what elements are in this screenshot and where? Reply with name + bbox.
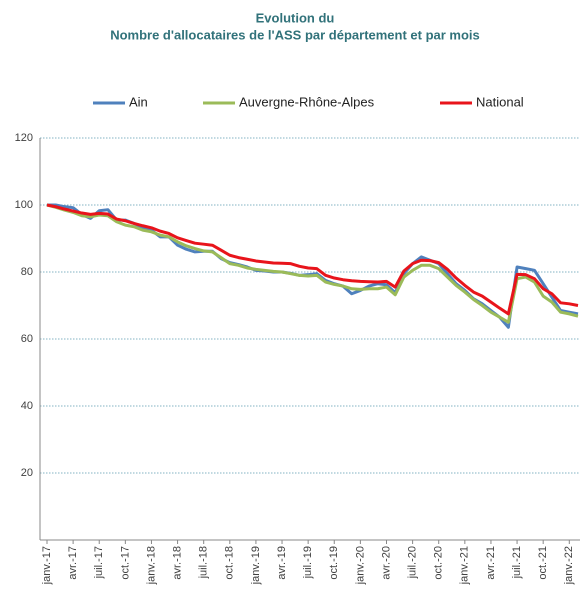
legend-label: Ain [129, 94, 148, 109]
x-tick-label: avr.-18 [171, 546, 183, 580]
chart-subtitle: Nombre d'allocataires de l'ASS par dépar… [110, 27, 480, 42]
x-tick-label: oct.-18 [224, 546, 236, 580]
x-tick-label: oct.-20 [433, 546, 445, 580]
x-tick-label: oct.-17 [119, 546, 131, 580]
chart-title: Evolution du [256, 10, 335, 25]
x-tick-label: oct.-19 [328, 546, 340, 580]
y-tick-label: 60 [21, 333, 33, 345]
y-tick-label: 120 [15, 132, 33, 144]
x-tick-label: juil.-17 [93, 546, 105, 579]
x-tick-label: avr.-20 [380, 546, 392, 580]
series-line [46, 203, 579, 324]
y-tick-label: 20 [21, 467, 33, 479]
legend-label: Auvergne-Rhône-Alpes [239, 94, 375, 109]
x-tick-label: avr.-19 [276, 546, 288, 580]
x-tick-label: juil.-20 [407, 546, 419, 579]
x-tick-label: juil.-19 [302, 546, 314, 579]
x-tick-label: janv.-18 [145, 546, 157, 585]
x-tick-label: janv.-22 [563, 546, 575, 585]
legend-label: National [476, 94, 524, 109]
x-tick-label: avr.-17 [67, 546, 79, 580]
x-tick-label: juil.-18 [198, 546, 210, 579]
x-tick-label: janv.-21 [459, 546, 471, 585]
y-tick-label: 40 [21, 400, 33, 412]
x-tick-label: janv.-20 [354, 546, 366, 585]
x-tick-label: juil.-21 [511, 546, 523, 579]
y-tick-label: 100 [15, 199, 33, 211]
series-line [46, 203, 579, 316]
x-tick-label: oct.-21 [537, 546, 549, 580]
x-tick-label: janv.-19 [250, 546, 262, 585]
y-tick-label: 80 [21, 266, 33, 278]
x-tick-label: janv.-17 [41, 546, 53, 585]
x-tick-label: avr.-21 [485, 546, 497, 580]
